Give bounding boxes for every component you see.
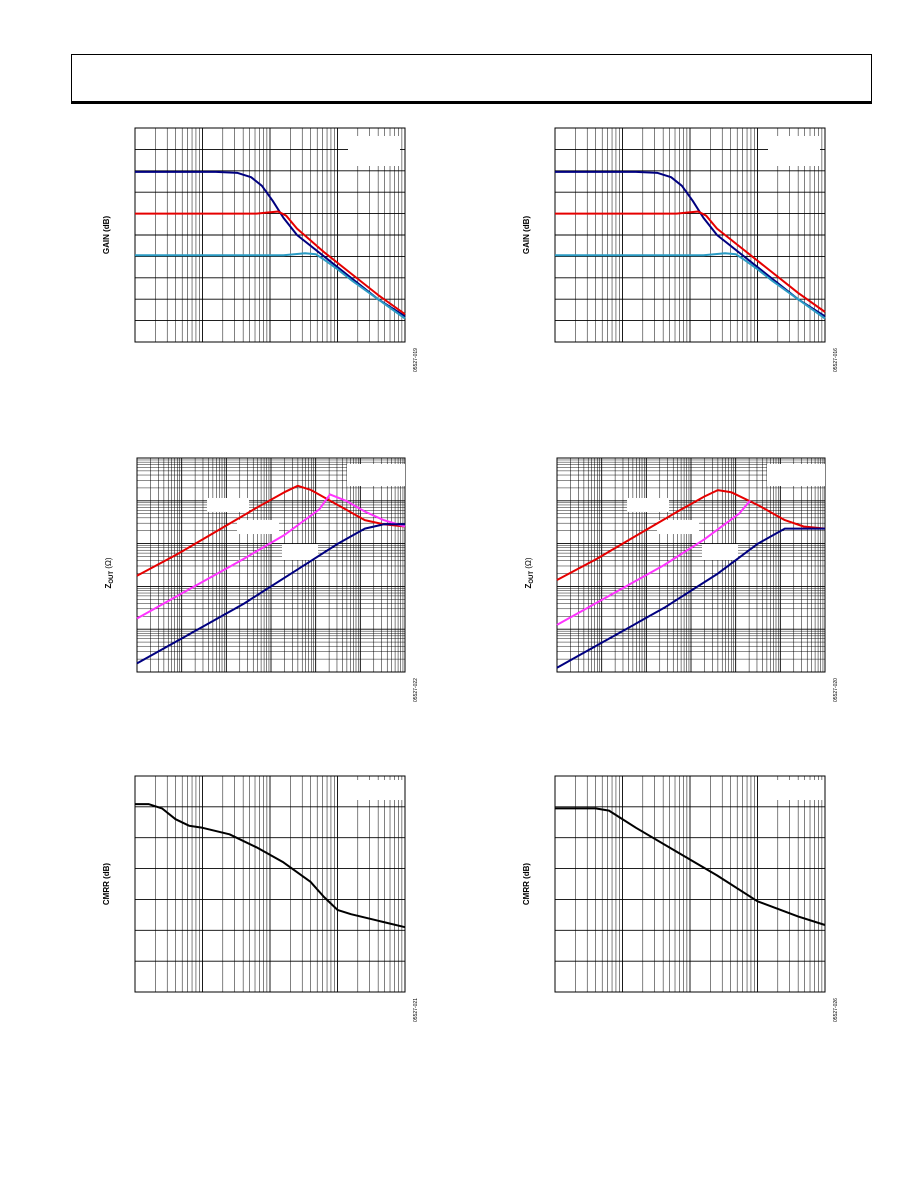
annotation-box xyxy=(768,136,820,166)
series-line-navy xyxy=(556,527,825,669)
series-line-red xyxy=(136,484,406,577)
series-line-navy xyxy=(135,170,406,318)
series-line-navy xyxy=(555,170,826,318)
y-axis-label: ZOUT (Ω) xyxy=(524,557,535,588)
series-line-navy xyxy=(136,523,405,665)
series-line-black xyxy=(135,803,406,929)
series-line-red xyxy=(555,210,826,313)
y-axis-label-unit: (Ω) xyxy=(104,557,113,571)
y-axis-label-main: Z xyxy=(104,584,113,589)
zout-chart-left: ZOUT (Ω) 05527-022 xyxy=(104,457,419,702)
page-header-rule xyxy=(71,102,872,104)
y-axis-label-sub: OUT xyxy=(109,571,115,584)
annotation-box xyxy=(237,520,279,534)
annotation-box xyxy=(282,544,318,560)
plot-area xyxy=(134,127,406,343)
figure-code: 05527-020 xyxy=(833,678,839,702)
annotation-box xyxy=(767,464,825,486)
series-line-cyan xyxy=(555,252,826,320)
zout-chart-right: ZOUT (Ω) 05527-020 xyxy=(524,457,839,702)
y-axis-label: GAIN (dB) xyxy=(522,216,531,255)
figure-code: 05527-021 xyxy=(413,998,419,1022)
series-line-cyan xyxy=(135,252,406,320)
plot-area xyxy=(136,457,406,673)
plot-area xyxy=(134,775,406,993)
annotation-box xyxy=(347,464,405,486)
annotation-box xyxy=(207,498,249,512)
annotation-box xyxy=(348,136,400,166)
annotation-box xyxy=(627,498,669,512)
figure-code: 05527-019 xyxy=(413,348,419,372)
figure-code: 05527-026 xyxy=(833,998,839,1022)
annotation-box xyxy=(702,544,738,560)
y-axis-label: CMRR (dB) xyxy=(102,863,111,906)
series-line-magenta xyxy=(136,493,406,620)
annotation-box xyxy=(347,780,403,800)
y-axis-label-main: Z xyxy=(524,584,533,589)
gain-chart-left: GAIN (dB) 05527-019 xyxy=(102,127,419,372)
annotation-box xyxy=(657,520,699,534)
cmrr-chart-right: CMRR (dB) 05527-026 xyxy=(522,775,839,1022)
plot-area xyxy=(554,127,826,343)
plot-area xyxy=(556,457,826,673)
gain-chart-right: GAIN (dB) 05527-016 xyxy=(522,127,839,372)
y-axis-label: GAIN (dB) xyxy=(102,216,111,255)
y-axis-label-unit: (Ω) xyxy=(524,557,533,571)
y-axis-label: CMRR (dB) xyxy=(522,863,531,906)
y-axis-label: ZOUT (Ω) xyxy=(104,557,115,588)
page-header-box xyxy=(71,54,872,102)
annotation-box xyxy=(767,780,823,800)
figure-code: 05527-016 xyxy=(833,348,839,372)
series-line-magenta xyxy=(556,500,751,626)
figure-code: 05527-022 xyxy=(413,678,419,702)
plot-area xyxy=(554,775,826,993)
y-axis-label-sub: OUT xyxy=(529,571,535,584)
series-line-black xyxy=(555,807,826,926)
series-line-red xyxy=(135,210,406,316)
cmrr-chart-left: CMRR (dB) 05527-021 xyxy=(102,775,419,1022)
series-line-red xyxy=(556,489,826,581)
